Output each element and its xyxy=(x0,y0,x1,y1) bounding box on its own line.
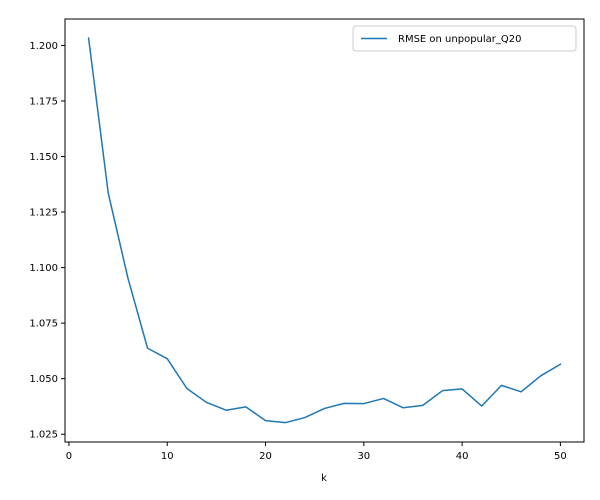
y-tick-label: 1.100 xyxy=(29,263,58,274)
y-tick-label: 1.150 xyxy=(29,152,58,163)
plot-frame xyxy=(64,18,585,443)
y-tick-label: 1.175 xyxy=(29,96,58,107)
x-tick-label: 10 xyxy=(161,451,174,462)
x-tick-label: 40 xyxy=(456,451,469,462)
y-tick-label: 1.125 xyxy=(29,208,58,219)
y-tick-label: 1.075 xyxy=(29,319,58,330)
plot-area xyxy=(65,19,584,442)
y-axis: 1.025 1.050 1.075 1.100 1.125 1.150 1.175 1.200 xyxy=(29,41,65,441)
y-tick-label: 1.200 xyxy=(29,41,58,52)
y-tick-label: 1.050 xyxy=(29,374,58,385)
legend: RMSE on unpopular_Q20 xyxy=(352,25,577,52)
x-tick-label: 50 xyxy=(554,451,567,462)
legend-label: RMSE on unpopular_Q20 xyxy=(398,34,522,45)
x-axis-label: k xyxy=(321,473,327,484)
x-tick-label: 0 xyxy=(66,451,72,462)
x-tick-label: 20 xyxy=(259,451,272,462)
y-tick-label: 1.025 xyxy=(29,430,58,441)
series-layer xyxy=(87,37,562,424)
x-axis: 0 10 20 30 40 50 xyxy=(66,442,567,462)
x-tick-label: 30 xyxy=(357,451,370,462)
legend-box xyxy=(352,25,577,52)
